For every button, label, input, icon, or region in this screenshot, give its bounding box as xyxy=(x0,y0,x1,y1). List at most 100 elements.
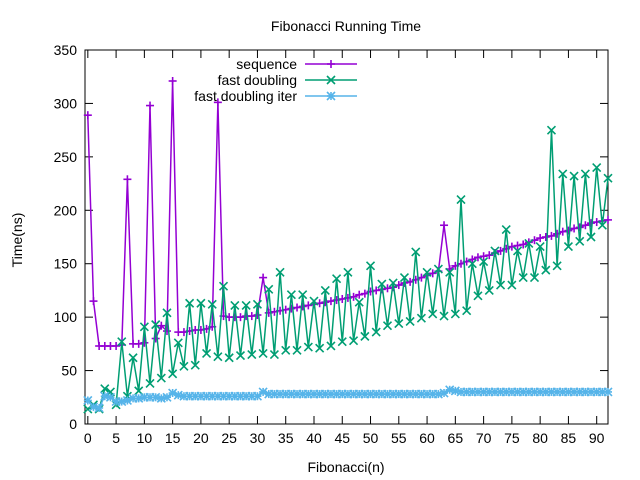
data-point xyxy=(360,331,370,341)
data-point xyxy=(507,280,517,290)
data-point xyxy=(558,227,567,236)
data-point xyxy=(422,267,432,277)
series-1 xyxy=(83,125,613,414)
data-point xyxy=(603,173,613,183)
data-point xyxy=(207,299,217,309)
data-point xyxy=(501,224,511,235)
chart-title: Fibonacci Running Time xyxy=(271,18,421,34)
data-point xyxy=(179,361,189,371)
data-point xyxy=(411,247,421,257)
y-tick-label: 50 xyxy=(61,363,77,379)
data-point xyxy=(94,403,104,413)
y-tick-label: 350 xyxy=(54,42,78,58)
legend-marker xyxy=(326,91,336,101)
axes: 0 50 100 150 200 250 300 350 0 5 10 15 20 25 30 35 40 45 5… xyxy=(54,42,609,446)
data-point xyxy=(162,392,172,402)
data-point xyxy=(428,269,437,278)
data-point xyxy=(315,343,325,353)
data-point xyxy=(146,101,155,110)
x-tick-label: 30 xyxy=(250,430,266,446)
data-point xyxy=(281,345,291,355)
data-point xyxy=(157,321,166,330)
x-tick-label: 10 xyxy=(137,430,153,446)
y-tick-label: 200 xyxy=(54,202,78,218)
data-point xyxy=(371,327,381,337)
data-point xyxy=(247,312,256,321)
x-tick-label: 50 xyxy=(363,430,379,446)
data-point xyxy=(112,341,121,350)
data-point xyxy=(139,322,149,332)
data-point xyxy=(575,223,584,232)
plot-area xyxy=(83,76,613,414)
data-point xyxy=(338,294,347,303)
data-point xyxy=(496,246,505,255)
data-point xyxy=(416,313,426,323)
y-tick-label: 150 xyxy=(54,256,78,272)
data-point xyxy=(201,348,212,359)
data-point xyxy=(156,373,166,383)
data-point xyxy=(383,284,392,293)
x-tick-label: 60 xyxy=(419,430,435,446)
data-point xyxy=(269,349,279,360)
data-point xyxy=(123,175,132,184)
x-tick-label: 0 xyxy=(84,430,92,446)
data-point xyxy=(536,234,545,243)
data-point xyxy=(151,320,161,330)
data-point xyxy=(326,341,336,351)
x-tick-label: 40 xyxy=(306,430,322,446)
y-axis-label: Time(ns) xyxy=(9,213,25,268)
data-point xyxy=(252,299,263,309)
data-point xyxy=(304,301,313,310)
data-point xyxy=(569,171,579,181)
data-point xyxy=(224,353,234,363)
data-point xyxy=(541,265,551,275)
plot-frame xyxy=(84,49,609,425)
data-point xyxy=(541,233,550,241)
data-point xyxy=(440,221,449,230)
data-point xyxy=(89,297,98,306)
data-point xyxy=(241,300,251,310)
legend-marker xyxy=(327,60,335,68)
data-point xyxy=(309,296,319,306)
data-point xyxy=(343,267,353,277)
data-point xyxy=(587,219,596,228)
data-point xyxy=(168,369,178,379)
data-point xyxy=(473,253,482,262)
data-point xyxy=(388,278,398,288)
data-point xyxy=(100,384,110,394)
data-point xyxy=(575,236,585,246)
data-point xyxy=(468,255,477,264)
data-point xyxy=(570,224,579,233)
data-point xyxy=(581,221,590,230)
data-point xyxy=(519,240,528,249)
data-point xyxy=(326,297,335,306)
data-point xyxy=(173,390,183,400)
data-point xyxy=(259,273,268,282)
data-point xyxy=(117,396,127,407)
data-point xyxy=(162,327,171,336)
data-point xyxy=(303,342,313,352)
data-point xyxy=(552,261,562,271)
data-point xyxy=(597,220,607,230)
data-point xyxy=(168,76,177,85)
data-point xyxy=(592,162,602,173)
data-point xyxy=(456,195,466,205)
data-point xyxy=(236,313,245,322)
data-point xyxy=(529,273,540,283)
data-point xyxy=(394,318,404,329)
x-tick-label: 85 xyxy=(561,430,577,446)
x-tick-label: 75 xyxy=(504,430,520,446)
legend-label: fast doubling iter xyxy=(194,88,297,104)
series-line xyxy=(87,80,609,347)
data-point xyxy=(117,337,127,347)
data-point xyxy=(162,308,172,318)
data-point xyxy=(473,291,483,301)
data-point xyxy=(354,297,364,307)
data-point xyxy=(145,378,155,388)
data-point xyxy=(490,246,500,256)
data-point xyxy=(603,387,613,397)
data-point xyxy=(462,306,472,316)
data-point xyxy=(235,351,246,361)
data-point xyxy=(140,338,149,347)
